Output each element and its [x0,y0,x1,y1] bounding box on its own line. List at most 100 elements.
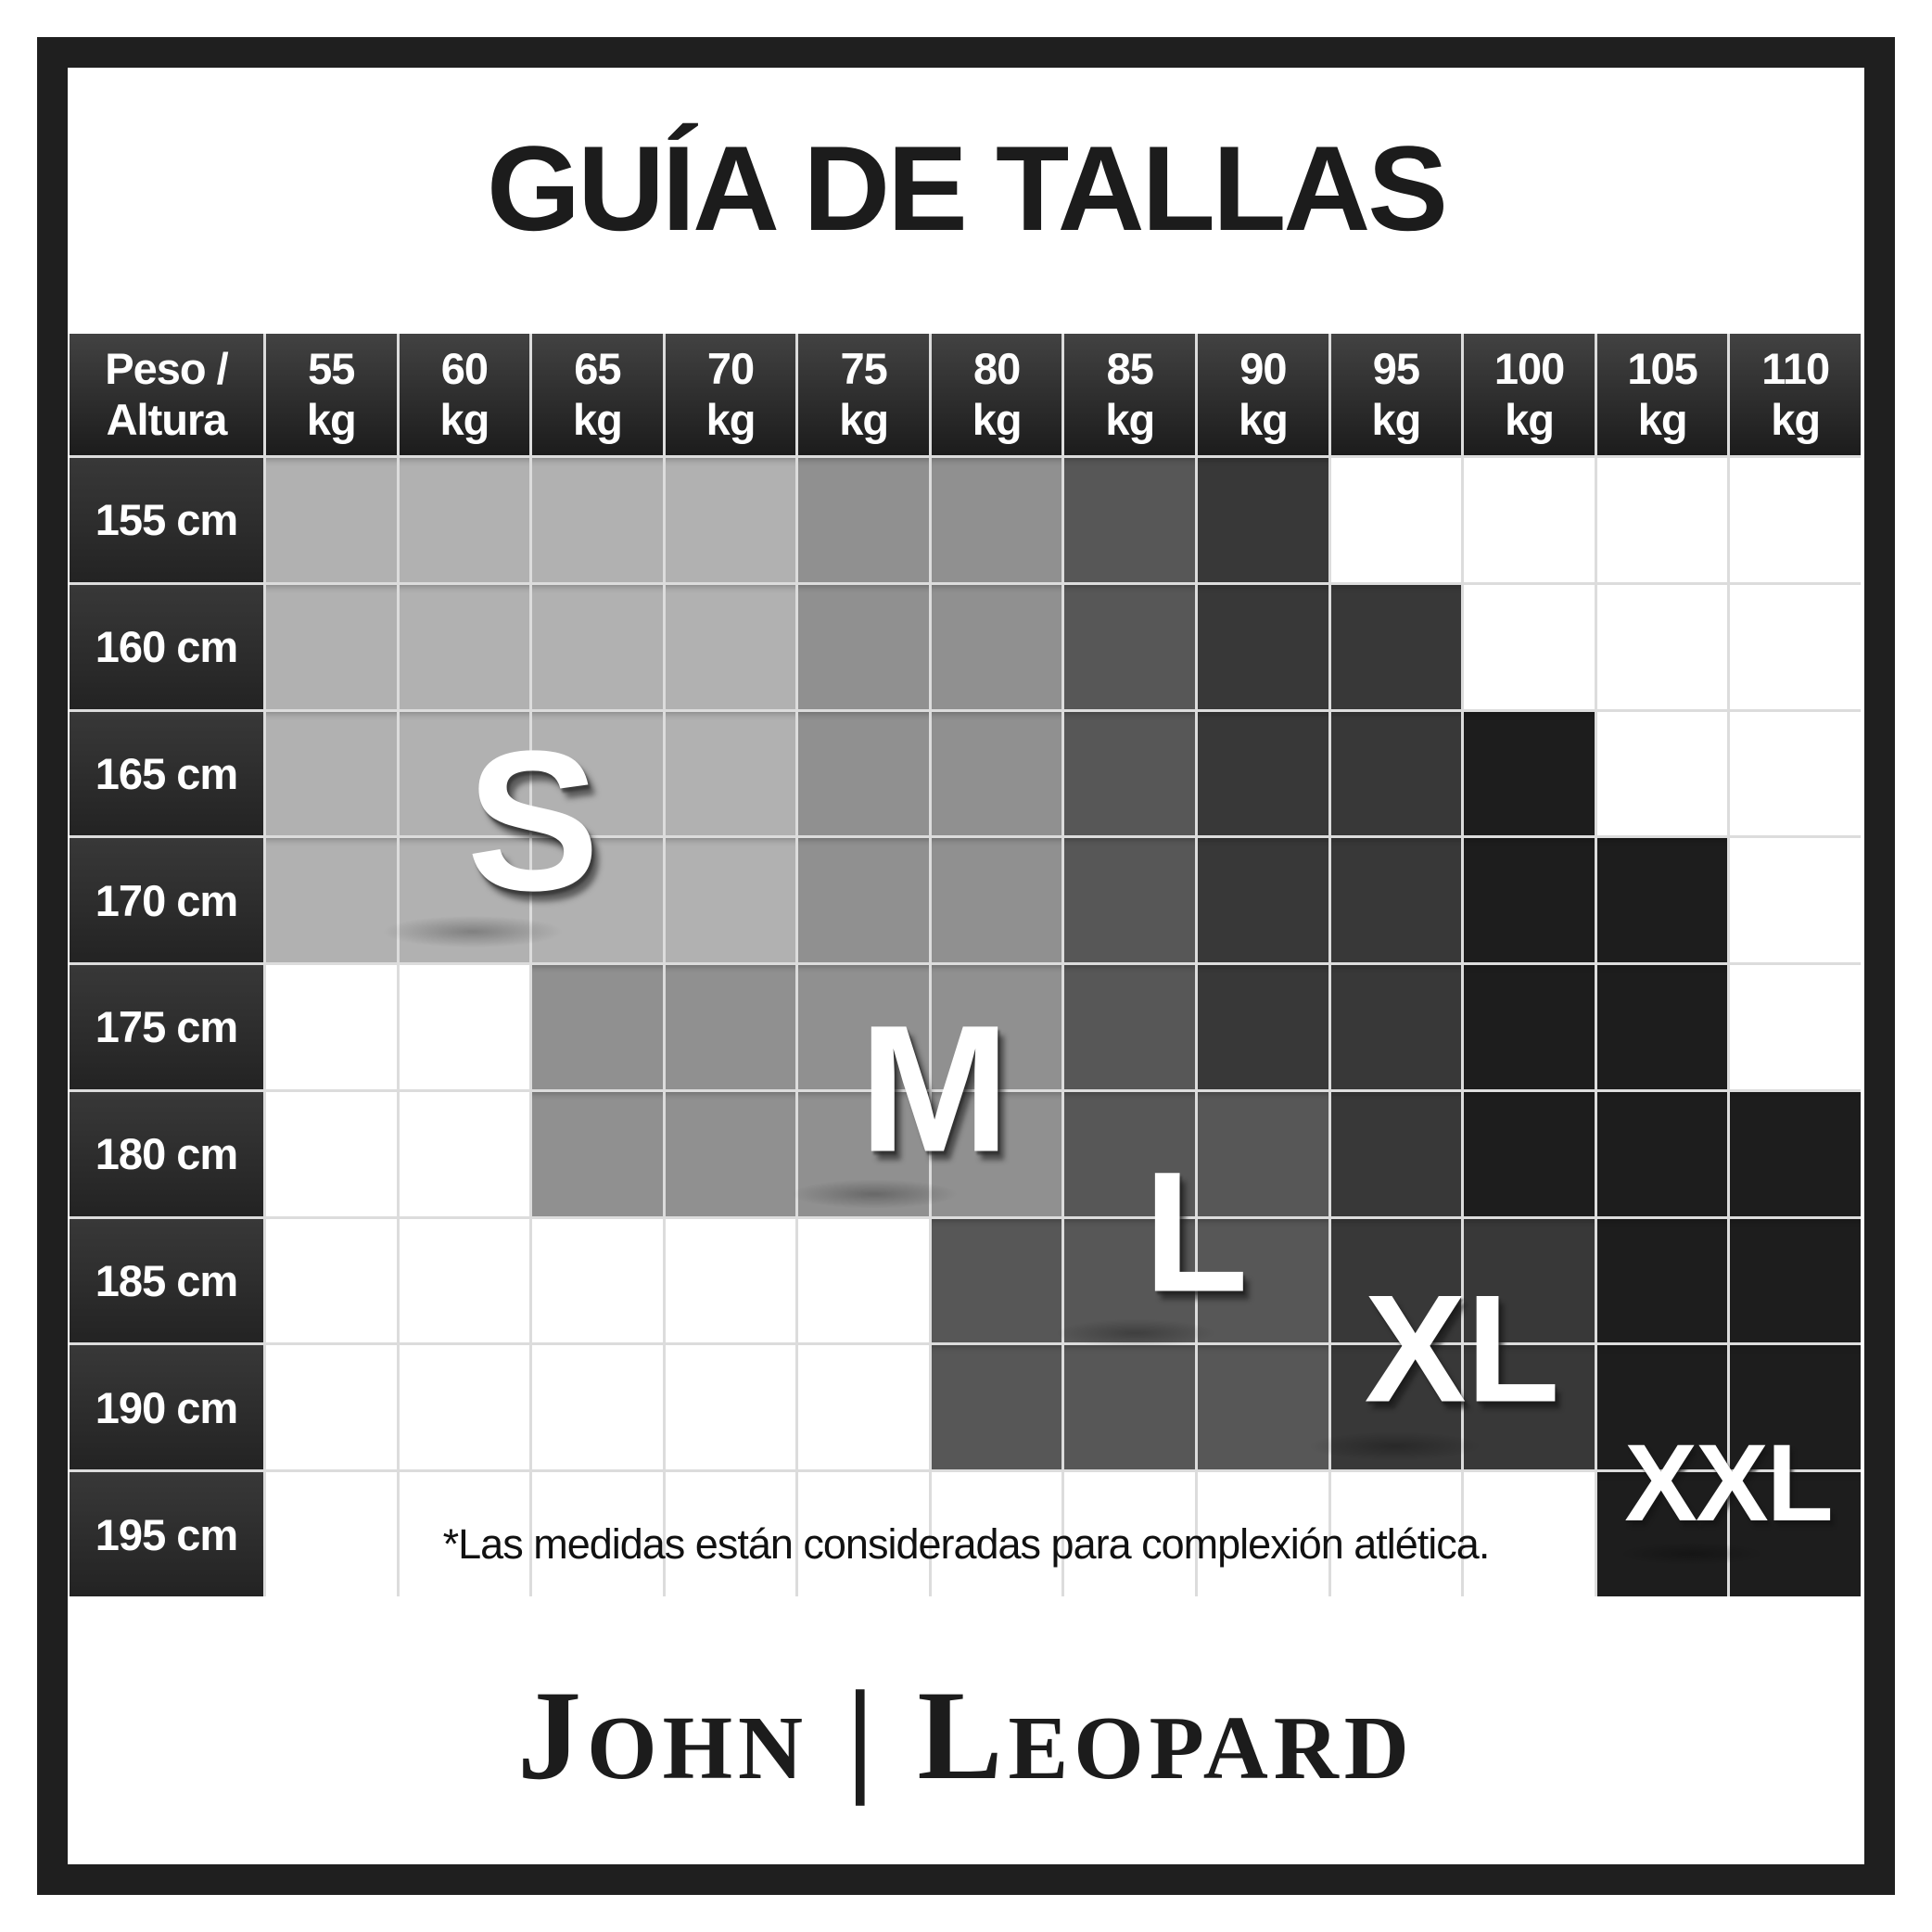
page-title: GUÍA DE TALLAS [486,121,1448,256]
cell-185cm-55kg [266,1218,397,1343]
cell-175cm-60kg [399,965,530,1089]
row-header-175cm: 175 cm [70,965,263,1089]
cell-170cm-80kg [931,838,1062,963]
row-header-170cm: 170 cm [70,838,263,963]
cell-165cm-100kg [1464,711,1595,836]
cell-165cm-75kg [798,711,929,836]
cell-190cm-105kg [1596,1345,1728,1470]
cell-175cm-100kg [1464,965,1595,1089]
cell-170cm-60kg [399,838,530,963]
column-header-90kg: 90 kg [1198,334,1328,455]
cell-170cm-90kg [1198,838,1328,963]
column-header-100kg: 100 kg [1464,334,1595,455]
cell-180cm-75kg [798,1091,929,1216]
cell-175cm-75kg [798,965,929,1089]
cell-190cm-70kg [665,1345,796,1470]
cell-190cm-55kg [266,1345,397,1470]
cell-190cm-95kg [1330,1345,1462,1470]
cell-160cm-55kg [266,584,397,709]
cell-165cm-70kg [665,711,796,836]
column-header-95kg: 95 kg [1330,334,1462,455]
cell-160cm-110kg [1730,584,1861,709]
size-label-xxl: XXL [1624,1422,1833,1544]
cell-195cm-65kg [532,1472,663,1596]
cell-190cm-100kg [1464,1345,1595,1470]
cell-185cm-70kg [665,1218,796,1343]
column-header-105kg: 105 kg [1596,334,1728,455]
cell-155cm-100kg [1464,458,1595,582]
cell-175cm-105kg [1596,965,1728,1089]
cell-160cm-65kg [532,584,663,709]
cell-155cm-55kg [266,458,397,582]
brand-logo: John | Leopard [517,1664,1415,1806]
cell-155cm-105kg [1596,458,1728,582]
cell-195cm-90kg [1198,1472,1328,1596]
cell-160cm-60kg [399,584,530,709]
cell-185cm-85kg [1064,1218,1196,1343]
cell-195cm-100kg [1464,1472,1595,1596]
cell-190cm-85kg [1064,1345,1196,1470]
cell-180cm-110kg [1730,1091,1861,1216]
cell-175cm-70kg [665,965,796,1089]
cell-180cm-85kg [1064,1091,1196,1216]
size-label-shadow-xxl [1590,1538,1794,1570]
size-label-m: M [858,987,1010,1190]
cell-155cm-60kg [399,458,530,582]
size-label-xl: XL [1364,1263,1560,1434]
cell-170cm-100kg [1464,838,1595,963]
cell-170cm-75kg [798,838,929,963]
cell-190cm-65kg [532,1345,663,1470]
column-header-65kg: 65 kg [532,334,663,455]
row-header-195cm: 195 cm [70,1472,263,1596]
cell-190cm-90kg [1198,1345,1328,1470]
cell-195cm-105kg [1596,1472,1728,1596]
cell-165cm-105kg [1596,711,1728,836]
column-header-75kg: 75 kg [798,334,929,455]
cell-175cm-55kg [266,965,397,1089]
cell-165cm-110kg [1730,711,1861,836]
cell-180cm-60kg [399,1091,530,1216]
row-header-155cm: 155 cm [70,458,263,582]
cell-175cm-95kg [1330,965,1462,1089]
cell-170cm-65kg [532,838,663,963]
cell-180cm-55kg [266,1091,397,1216]
cell-155cm-80kg [931,458,1062,582]
cell-165cm-65kg [532,711,663,836]
size-label-shadow-s [348,909,598,954]
cell-180cm-65kg [532,1091,663,1216]
cell-160cm-105kg [1596,584,1728,709]
column-header-85kg: 85 kg [1064,334,1196,455]
cell-195cm-60kg [399,1472,530,1596]
cell-195cm-75kg [798,1472,929,1596]
cell-165cm-90kg [1198,711,1328,836]
cell-180cm-90kg [1198,1091,1328,1216]
cell-170cm-110kg [1730,838,1861,963]
cell-180cm-100kg [1464,1091,1595,1216]
cell-185cm-95kg [1330,1218,1462,1343]
cell-155cm-70kg [665,458,796,582]
cell-170cm-55kg [266,838,397,963]
column-header-70kg: 70 kg [665,334,796,455]
cell-185cm-100kg [1464,1218,1595,1343]
column-header-60kg: 60 kg [399,334,530,455]
cell-195cm-70kg [665,1472,796,1596]
cell-185cm-65kg [532,1218,663,1343]
cell-165cm-85kg [1064,711,1196,836]
footnote: *Las medidas están consideradas para com… [442,1520,1491,1568]
size-label-shadow-l [1024,1314,1247,1353]
corner-header: Peso / Altura [70,334,263,455]
cell-195cm-80kg [931,1472,1062,1596]
size-label-shadow-m [758,1174,990,1214]
cell-160cm-85kg [1064,584,1196,709]
cell-160cm-70kg [665,584,796,709]
cell-175cm-80kg [931,965,1062,1089]
cell-190cm-60kg [399,1345,530,1470]
cell-175cm-110kg [1730,965,1861,1089]
cell-165cm-60kg [399,711,530,836]
cell-185cm-80kg [931,1218,1062,1343]
cell-195cm-95kg [1330,1472,1462,1596]
cell-185cm-110kg [1730,1218,1861,1343]
cell-155cm-95kg [1330,458,1462,582]
cell-160cm-80kg [931,584,1062,709]
